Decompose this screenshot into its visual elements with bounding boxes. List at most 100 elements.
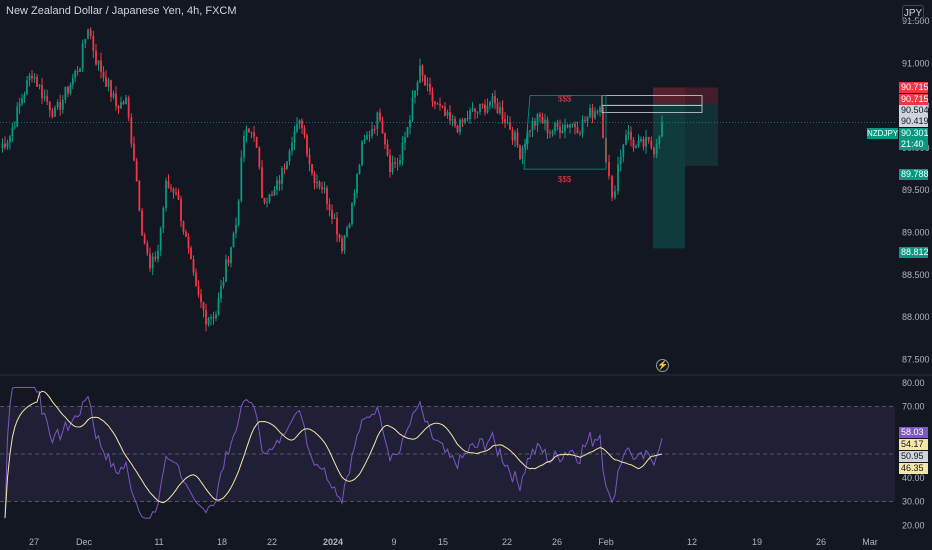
candle-body	[125, 97, 127, 105]
candle-body	[343, 236, 346, 252]
candle-body	[36, 77, 38, 87]
candle-body	[220, 285, 222, 299]
time-tick-label: Dec	[76, 537, 93, 547]
candle-body	[71, 77, 74, 85]
candle-body	[64, 86, 67, 100]
candle-body	[451, 118, 454, 121]
candle-body	[536, 114, 539, 126]
candle-body	[328, 204, 331, 211]
candle-body	[439, 103, 441, 106]
time-tick-label: 26	[552, 537, 562, 547]
candle-body	[4, 143, 6, 148]
price-tick-label: 91.000	[902, 58, 930, 68]
candle-body	[130, 117, 133, 144]
candle-body	[514, 132, 516, 141]
candle-body	[100, 60, 102, 73]
candle-body	[115, 93, 117, 107]
candle-body	[172, 189, 175, 193]
candle-body	[326, 187, 328, 205]
candle-body	[316, 181, 318, 184]
candle-body	[399, 160, 401, 164]
time-tick-label: 26	[816, 537, 826, 547]
candle-body	[298, 120, 301, 124]
candle-body	[197, 286, 200, 295]
candle-body	[484, 104, 486, 113]
candle-body	[401, 142, 404, 161]
candle-body	[571, 123, 574, 125]
candle-body	[268, 194, 271, 202]
candle-body	[318, 181, 321, 187]
candle-body	[6, 142, 9, 148]
candle-body	[444, 106, 446, 116]
candle-body	[177, 194, 180, 200]
candle-body	[84, 38, 87, 44]
candle-body	[46, 96, 49, 102]
candle-body	[243, 135, 245, 158]
price-tick-label: 87.500	[902, 354, 930, 364]
candle-body	[331, 210, 333, 219]
candle-body	[250, 131, 253, 133]
candle-body	[637, 141, 640, 147]
candle-body	[661, 122, 663, 137]
candle-body	[165, 180, 167, 209]
candle-body	[232, 233, 235, 248]
time-tick-label: 12	[687, 537, 697, 547]
candle-body	[569, 124, 571, 128]
liquidity-channel	[523, 95, 607, 170]
time-tick-label: 15	[438, 537, 448, 547]
candle-body	[288, 151, 291, 162]
candle-body	[416, 82, 419, 91]
candle-body	[544, 119, 546, 124]
candle-body	[619, 156, 622, 165]
candle-body	[273, 189, 276, 196]
candle-body	[1, 143, 4, 149]
candle-body	[376, 112, 379, 130]
candle-body	[589, 108, 591, 117]
candle-body	[622, 144, 625, 157]
candle-body	[406, 126, 409, 137]
candle-body	[56, 101, 59, 108]
candle-body	[459, 119, 461, 133]
candle-body	[456, 125, 459, 133]
candle-body	[154, 256, 157, 260]
candle-body	[26, 80, 28, 95]
candle-body	[501, 107, 504, 120]
flash-icon[interactable]: ⚡	[656, 359, 669, 372]
candle-body	[617, 164, 619, 192]
candle-body	[122, 102, 125, 105]
candle-body	[187, 236, 190, 249]
candle-body	[396, 163, 399, 165]
candle-body	[521, 147, 524, 160]
rsi-label-low: 46.35	[899, 463, 928, 474]
candle-body	[225, 259, 227, 282]
candle-body	[366, 135, 368, 140]
candle-body	[149, 253, 151, 269]
candle-body	[566, 124, 569, 128]
candle-body	[479, 104, 481, 112]
candle-body	[301, 120, 303, 128]
candle-body	[157, 250, 159, 260]
candle-body	[261, 167, 263, 199]
candle-body	[454, 118, 456, 126]
candle-body	[516, 132, 519, 146]
candle-body	[645, 136, 647, 147]
candle-body	[389, 155, 391, 173]
candle-body	[449, 111, 451, 121]
candle-body	[519, 145, 521, 160]
currency-button[interactable]: JPY	[902, 5, 924, 21]
candle-body	[564, 124, 566, 131]
rsi-tick-label: 70.00	[902, 402, 925, 412]
candle-body	[263, 198, 266, 203]
candle-body	[321, 186, 323, 190]
candle-body	[79, 68, 81, 72]
candle-body	[141, 210, 143, 236]
candle-body	[611, 176, 613, 198]
candle-body	[632, 139, 635, 148]
candle-body	[596, 111, 599, 113]
candle-body	[561, 130, 564, 134]
candle-body	[411, 97, 414, 120]
candle-body	[175, 192, 177, 195]
candles	[1, 27, 663, 332]
candle-body	[76, 70, 79, 72]
